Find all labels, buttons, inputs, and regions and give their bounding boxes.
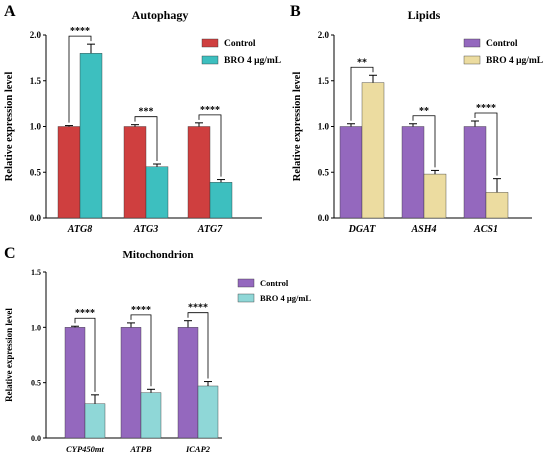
bar-atg8-control bbox=[57, 126, 81, 219]
x-tick-label: CYP450mt bbox=[66, 444, 104, 454]
significance-bracket bbox=[74, 317, 96, 392]
bar-dgat-control bbox=[339, 126, 363, 219]
x-tick-label: ATG3 bbox=[133, 224, 158, 235]
y-tick-label: 2.0 bbox=[30, 30, 42, 40]
bar-cyp450mt-control bbox=[64, 327, 86, 439]
legend-label-control: Control bbox=[260, 278, 289, 288]
y-tick-label: 0.0 bbox=[31, 434, 41, 443]
chart-title: Mitochondrion bbox=[123, 249, 194, 261]
legend-swatch-treatment bbox=[463, 55, 481, 65]
significance-label: **** bbox=[188, 303, 208, 314]
bar-icap2-treatment bbox=[197, 385, 219, 439]
legend-label-treatment: BRO 4 μg/mL bbox=[260, 293, 311, 303]
bar-cyp450mt-treatment bbox=[84, 403, 106, 439]
y-tick-label: 0.5 bbox=[30, 167, 42, 177]
legend-swatch-control bbox=[237, 278, 255, 288]
legend-swatch-control bbox=[201, 38, 219, 48]
significance-bracket bbox=[474, 112, 498, 176]
significance-label: **** bbox=[476, 103, 496, 114]
significance-bracket bbox=[187, 312, 209, 379]
y-tick-label: 1.0 bbox=[31, 323, 41, 332]
y-tick-label: 1.5 bbox=[31, 268, 41, 277]
legend-label-control: Control bbox=[486, 39, 518, 49]
x-tick-label: ATG7 bbox=[197, 224, 223, 235]
y-tick-label: 0.0 bbox=[318, 213, 330, 223]
significance-label: ** bbox=[419, 106, 429, 117]
bar-atg7-treatment bbox=[209, 182, 233, 219]
panel-2: C Mitochondrion 0.0 0.5 1.0 1.5 Relative expre… bbox=[4, 245, 311, 454]
chart-title: Lipids bbox=[408, 8, 441, 22]
significance-bracket bbox=[350, 66, 374, 121]
significance-bracket bbox=[198, 114, 222, 177]
x-tick-label: ATPB bbox=[129, 444, 152, 454]
significance-label: **** bbox=[70, 26, 90, 37]
y-tick-label: 2.0 bbox=[318, 30, 330, 40]
significance-label: **** bbox=[131, 305, 151, 316]
significance-bracket bbox=[130, 314, 152, 387]
chart-title: Autophagy bbox=[132, 8, 189, 22]
x-tick-label: ACS1 bbox=[473, 224, 498, 235]
panel-1: B Lipids 0.0 0.5 1.0 1.5 2.0 Relative expressio… bbox=[290, 3, 543, 235]
bar-ash4-treatment bbox=[423, 173, 447, 219]
y-axis-label: Relative expression level bbox=[292, 72, 303, 182]
bar-icap2-control bbox=[177, 327, 199, 439]
significance-label: **** bbox=[200, 105, 220, 116]
y-tick-label: 1.5 bbox=[30, 76, 42, 86]
y-tick-label: 0.5 bbox=[318, 167, 330, 177]
legend-swatch-treatment bbox=[237, 293, 255, 303]
bar-atpb-treatment bbox=[140, 392, 162, 439]
legend-label-treatment: BRO 4 μg/mL bbox=[224, 56, 281, 66]
y-tick-label: 1.5 bbox=[318, 76, 330, 86]
bar-atg3-treatment bbox=[145, 166, 169, 219]
x-tick-label: DGAT bbox=[348, 224, 377, 235]
bar-atg8-treatment bbox=[79, 53, 103, 219]
bar-atg3-control bbox=[123, 126, 147, 219]
bar-atg7-control bbox=[187, 126, 211, 219]
y-tick-label: 0.5 bbox=[31, 379, 41, 388]
y-tick-label: 0.0 bbox=[30, 213, 42, 223]
panel-0: A Autophagy 0.0 0.5 1.0 1.5 2.0 Relative expres… bbox=[4, 3, 281, 235]
y-axis-label: Relative expression level bbox=[4, 308, 14, 402]
bar-acs1-treatment bbox=[485, 192, 509, 219]
y-tick-label: 1.0 bbox=[30, 122, 42, 132]
y-axis-label: Relative expression level bbox=[4, 72, 15, 182]
legend-swatch-control bbox=[463, 38, 481, 48]
legend-swatch-treatment bbox=[201, 55, 219, 65]
significance-bracket bbox=[412, 115, 436, 168]
significance-label: ** bbox=[357, 57, 367, 68]
x-tick-label: ASH4 bbox=[410, 224, 436, 235]
bar-ash4-control bbox=[401, 126, 425, 219]
panel-letter: C bbox=[4, 245, 16, 262]
significance-label: *** bbox=[139, 107, 154, 118]
legend-label-treatment: BRO 4 μg/mL bbox=[486, 56, 543, 66]
significance-bracket bbox=[68, 35, 92, 123]
bar-atpb-control bbox=[120, 327, 142, 439]
legend-label-control: Control bbox=[224, 39, 256, 49]
x-tick-label: ATG8 bbox=[67, 224, 92, 235]
x-tick-label: ICAP2 bbox=[185, 444, 211, 454]
significance-bracket bbox=[134, 116, 158, 162]
bar-acs1-control bbox=[463, 126, 487, 219]
bar-dgat-treatment bbox=[361, 82, 385, 219]
y-tick-label: 1.0 bbox=[318, 122, 330, 132]
significance-label: **** bbox=[75, 308, 95, 319]
panel-letter: A bbox=[4, 3, 16, 20]
panel-letter: B bbox=[290, 3, 301, 20]
